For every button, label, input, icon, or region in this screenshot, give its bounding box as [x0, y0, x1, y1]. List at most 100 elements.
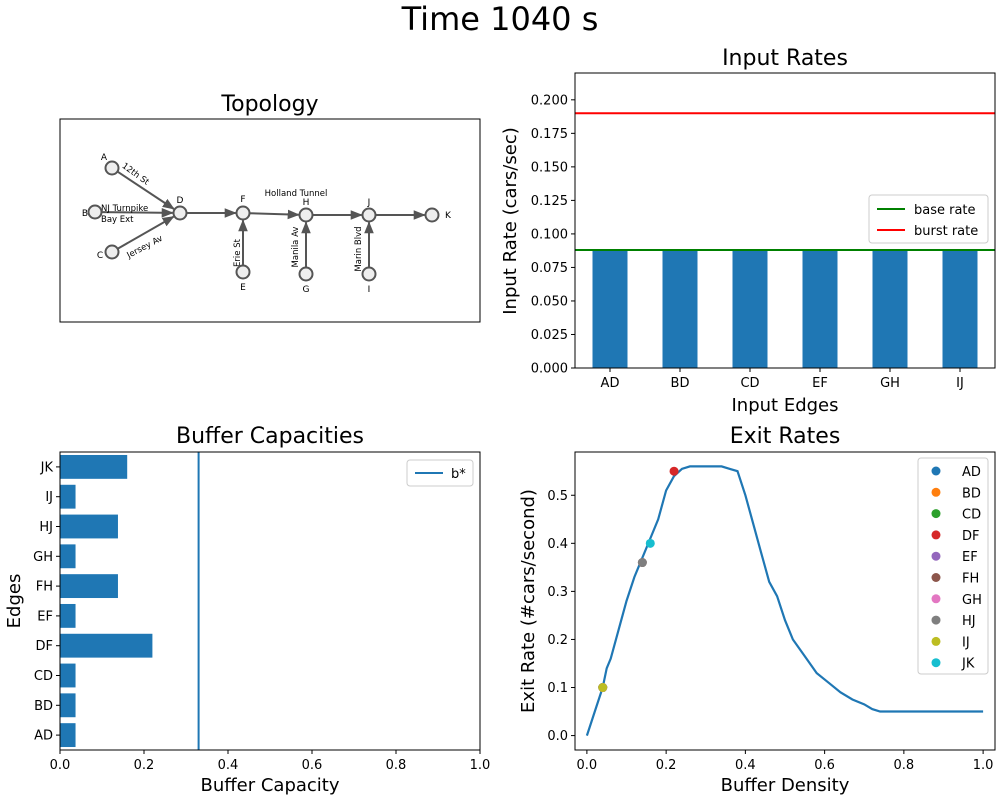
- edge-label-HJ: Holland Tunnel: [265, 189, 328, 199]
- buffer-bar-CD: [60, 663, 76, 688]
- input-legend-label-1: burst rate: [914, 224, 978, 239]
- exit-xtick-label-0.2: 0.2: [656, 758, 677, 773]
- figure-title: Time 1040 s: [401, 0, 599, 38]
- input-ytick-label-0.000: 0.000: [531, 362, 568, 377]
- node-label-F: F: [240, 195, 245, 205]
- buffer-bar-GH: [60, 544, 76, 569]
- input-rates-xlabel: Input Edges: [731, 395, 838, 416]
- exit-xtick-label-0.4: 0.4: [735, 758, 756, 773]
- exit-ytick-label-0.4: 0.4: [547, 537, 568, 552]
- buffer-capacities-panel: Buffer Capacities Buffer Capacity Edges …: [4, 424, 490, 796]
- exit-xtick-label-0.8: 0.8: [894, 758, 915, 773]
- input-rates-panel: Input Rates Input Edges Input Rate (cars…: [500, 46, 996, 416]
- node-G: [298, 266, 314, 282]
- exit-legend-swatch-BD: [931, 487, 941, 497]
- buffer-ytick-label-CD: CD: [34, 669, 53, 684]
- exit-legend-swatch-CD: [931, 509, 941, 519]
- buffer-ytick-label-BD: BD: [34, 699, 53, 714]
- exit-rates-panel: Exit Rates Buffer Density Exit Rate (#ca…: [518, 424, 996, 796]
- exit-legend-label-EF: EF: [962, 550, 978, 565]
- exit-legend-swatch-GH: [931, 594, 941, 604]
- input-ytick-label-0.025: 0.025: [531, 328, 568, 343]
- node-K: [424, 207, 440, 223]
- input-xtick-label-GH: GH: [880, 376, 900, 391]
- input-xtick-label-EF: EF: [812, 376, 828, 391]
- input-legend-label-0: base rate: [914, 203, 976, 218]
- input-rates-title: Input Rates: [722, 46, 848, 71]
- buffer-bar-BD: [60, 693, 76, 718]
- buffer-ytick-label-JK: JK: [40, 460, 54, 475]
- edge-BD: [101, 207, 174, 218]
- exit-legend-swatch-EF: [931, 551, 941, 561]
- exit-legend-label-FH: FH: [962, 572, 979, 587]
- buffer-bar-JK: [60, 454, 128, 479]
- topology-title: Topology: [220, 92, 318, 117]
- node-label-C: C: [97, 251, 103, 261]
- buffer-xtick-label-0.4: 0.4: [218, 758, 239, 773]
- exit-legend-label-DF: DF: [962, 529, 980, 544]
- buffer-bar-FH: [60, 574, 118, 599]
- exit-curve: [585, 465, 984, 736]
- exit-point-JK: [645, 538, 655, 548]
- node-label-J: J: [367, 198, 371, 208]
- exit-legend-label-CD: CD: [962, 508, 981, 523]
- edge-FH: [249, 209, 300, 220]
- node-C: [104, 244, 120, 260]
- node-B: [87, 204, 103, 220]
- edge-label-EF: Erie St: [233, 238, 243, 267]
- node-J: [361, 207, 377, 223]
- exit-legend-label-AD: AD: [962, 465, 981, 480]
- buffer-bar-DF: [60, 633, 153, 658]
- node-label-D: D: [177, 196, 184, 206]
- exit-point-DF: [669, 466, 679, 476]
- exit-axes-frame: [574, 451, 996, 751]
- buffer-title: Buffer Capacities: [176, 424, 364, 449]
- node-label-I: I: [368, 285, 371, 295]
- input-ytick-label-0.200: 0.200: [531, 93, 568, 108]
- input-bar-GH: [872, 250, 908, 368]
- input-ytick-label-0.100: 0.100: [531, 227, 568, 242]
- input-ytick-label-0.175: 0.175: [531, 127, 568, 142]
- exit-ylabel: Exit Rate (#cars/second): [518, 489, 539, 713]
- exit-legend-swatch-HJ: [931, 615, 941, 625]
- edge-label-BD: NJ Turnpike Bay Ext: [101, 204, 148, 225]
- input-bar-BD: [662, 250, 698, 368]
- input-xtick-label-AD: AD: [601, 376, 620, 391]
- node-E: [235, 264, 251, 280]
- node-label-G: G: [303, 285, 310, 295]
- node-label-E: E: [240, 283, 246, 293]
- node-F: [235, 205, 251, 221]
- input-ytick-label-0.050: 0.050: [531, 294, 568, 309]
- buffer-xlabel: Buffer Capacity: [200, 775, 339, 796]
- exit-legend-label-IJ: IJ: [962, 635, 970, 650]
- buffer-ylabel: Edges: [4, 574, 25, 629]
- buffer-bar-HJ: [60, 514, 118, 539]
- exit-ytick-label-0.3: 0.3: [547, 585, 568, 600]
- exit-title: Exit Rates: [730, 424, 841, 449]
- buffer-ytick-label-IJ: IJ: [45, 490, 53, 505]
- input-bar-CD: [732, 250, 768, 368]
- exit-xtick-label-1.0: 1.0: [973, 758, 994, 773]
- input-xtick-label-BD: BD: [671, 376, 690, 391]
- buffer-xtick-label-0.6: 0.6: [302, 758, 323, 773]
- input-ytick-label-0.125: 0.125: [531, 194, 568, 209]
- buffer-ytick-label-AD: AD: [34, 729, 53, 744]
- node-label-B: B: [82, 209, 88, 219]
- exit-legend-label-GH: GH: [962, 593, 982, 608]
- node-A: [104, 160, 120, 176]
- exit-legend-swatch-AD: [931, 466, 941, 476]
- exit-xlabel: Buffer Density: [721, 775, 850, 796]
- exit-xtick-label-0.6: 0.6: [814, 758, 835, 773]
- node-label-H: H: [303, 198, 310, 208]
- exit-legend-label-BD: BD: [962, 486, 981, 501]
- buffer-axes-frame: [59, 451, 481, 751]
- buffer-bar-IJ: [60, 484, 76, 509]
- input-xtick-label-IJ: IJ: [956, 376, 964, 391]
- buffer-ytick-label-GH: GH: [33, 550, 53, 565]
- exit-xtick-label-0.0: 0.0: [577, 758, 598, 773]
- exit-legend-swatch-FH: [931, 573, 941, 582]
- buffer-ytick-label-HJ: HJ: [39, 520, 53, 535]
- buffer-xtick-label-1.0: 1.0: [470, 758, 491, 773]
- exit-legend-label-HJ: HJ: [962, 614, 976, 629]
- input-bar-AD: [592, 250, 628, 368]
